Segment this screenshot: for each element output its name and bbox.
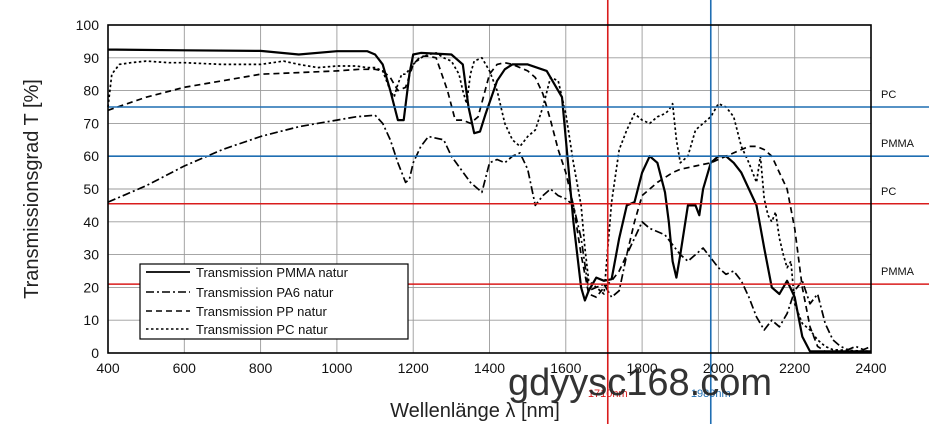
y-tick-label: 10 (83, 312, 99, 328)
reference-label-vertical: 1980nm (691, 388, 731, 400)
watermark: gdyysc168.com (508, 362, 772, 404)
y-tick-label: 20 (83, 279, 99, 295)
series-layer (107, 48, 872, 353)
x-tick-label: 1200 (398, 360, 429, 376)
series-line-2 (107, 55, 871, 353)
x-tick-labels: 400 600 800 1000 1200 1400 1600 1800 2000 2200 240… (96, 360, 886, 376)
reference-label-horizontal: PMMA (881, 266, 915, 278)
x-tick-label: 800 (249, 360, 273, 376)
x-tick-label: 2200 (779, 360, 810, 376)
x-axis-label: Wellenlänge λ [nm] (390, 400, 560, 422)
y-tick-label: 90 (83, 50, 99, 66)
legend: Transmission PMMA natur Transmission PA6… (139, 263, 409, 340)
y-axis-label: Transmissionsgrad T [%] (21, 79, 43, 299)
y-tick-label: 40 (83, 214, 99, 230)
y-tick-labels: 0 10 20 30 40 50 60 70 80 90 100 (76, 17, 100, 361)
annotation-labels: 1710nm 1980nm PC PMMA PC PMMA (588, 89, 915, 400)
y-tick-label: 80 (83, 83, 99, 99)
y-tick-label: 100 (76, 17, 100, 33)
x-tick-label: 1800 (627, 360, 658, 376)
series-line-3 (107, 52, 872, 353)
legend-box (139, 263, 409, 340)
y-tick-label: 70 (83, 115, 99, 131)
x-tick-label: 2400 (855, 360, 886, 376)
legend-label-pp: Transmission PP natur (196, 304, 327, 319)
reference-label-horizontal: PMMA (881, 138, 915, 150)
reference-label-horizontal: PC (881, 186, 896, 198)
y-tick-label: 0 (91, 345, 99, 361)
reference-label-vertical: 1710nm (588, 388, 628, 400)
x-tick-label: 600 (173, 360, 197, 376)
legend-label-pc: Transmission PC natur (196, 322, 328, 337)
x-tick-label: 2000 (703, 360, 734, 376)
y-tick-label: 30 (83, 247, 99, 263)
x-tick-label: 1600 (550, 360, 581, 376)
reference-label-horizontal: PC (881, 89, 896, 101)
plot-frame (107, 24, 872, 354)
x-tick-label: 1400 (474, 360, 505, 376)
x-tick-label: 1000 (321, 360, 352, 376)
y-tick-label: 60 (83, 148, 99, 164)
x-tick-label: 400 (96, 360, 120, 376)
series-line-0 (108, 48, 871, 353)
legend-label-pa6: Transmission PA6 natur (196, 285, 334, 300)
y-tick-label: 50 (83, 181, 99, 197)
legend-label-pmma: Transmission PMMA natur (196, 265, 349, 280)
series-line-1 (107, 114, 872, 351)
